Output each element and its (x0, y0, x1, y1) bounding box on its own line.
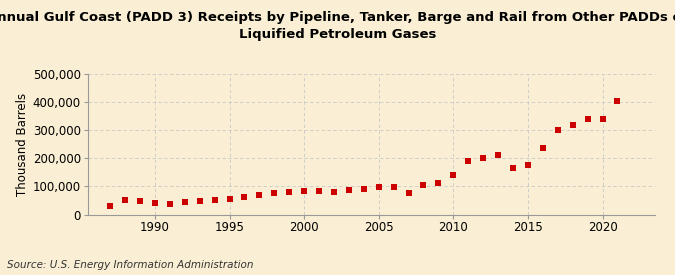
Point (239, 195, 250, 199)
Point (463, 159, 474, 163)
Point (388, 185, 399, 189)
Point (344, 188, 354, 192)
Text: Annual Gulf Coast (PADD 3) Receipts by Pipeline, Tanker, Barge and Rail from Oth: Annual Gulf Coast (PADD 3) Receipts by P… (0, 11, 675, 41)
Point (433, 181, 443, 185)
Point (448, 173, 459, 177)
Point (180, 200, 190, 204)
Point (284, 190, 294, 194)
Point (358, 187, 369, 191)
Point (209, 198, 220, 203)
Point (224, 197, 235, 201)
Point (119, 198, 130, 202)
Point (583, 117, 593, 121)
Point (537, 145, 548, 150)
Point (299, 189, 310, 194)
Point (552, 128, 563, 133)
Point (194, 199, 205, 203)
Text: Source: U.S. Energy Information Administration: Source: U.S. Energy Information Administ… (7, 260, 253, 270)
Point (149, 200, 160, 205)
Point (493, 153, 504, 157)
Point (597, 117, 608, 121)
Y-axis label: Thousand Barrels: Thousand Barrels (16, 93, 28, 196)
Point (522, 163, 533, 168)
Point (165, 202, 176, 206)
Point (612, 99, 623, 104)
Point (403, 191, 414, 196)
Point (567, 123, 578, 127)
Point (134, 199, 145, 203)
Point (105, 203, 115, 208)
Point (314, 189, 325, 194)
Point (478, 156, 489, 160)
Point (373, 185, 384, 189)
Point (254, 193, 265, 197)
Point (329, 190, 340, 194)
Point (508, 166, 518, 170)
Point (418, 183, 429, 187)
Point (269, 190, 279, 195)
